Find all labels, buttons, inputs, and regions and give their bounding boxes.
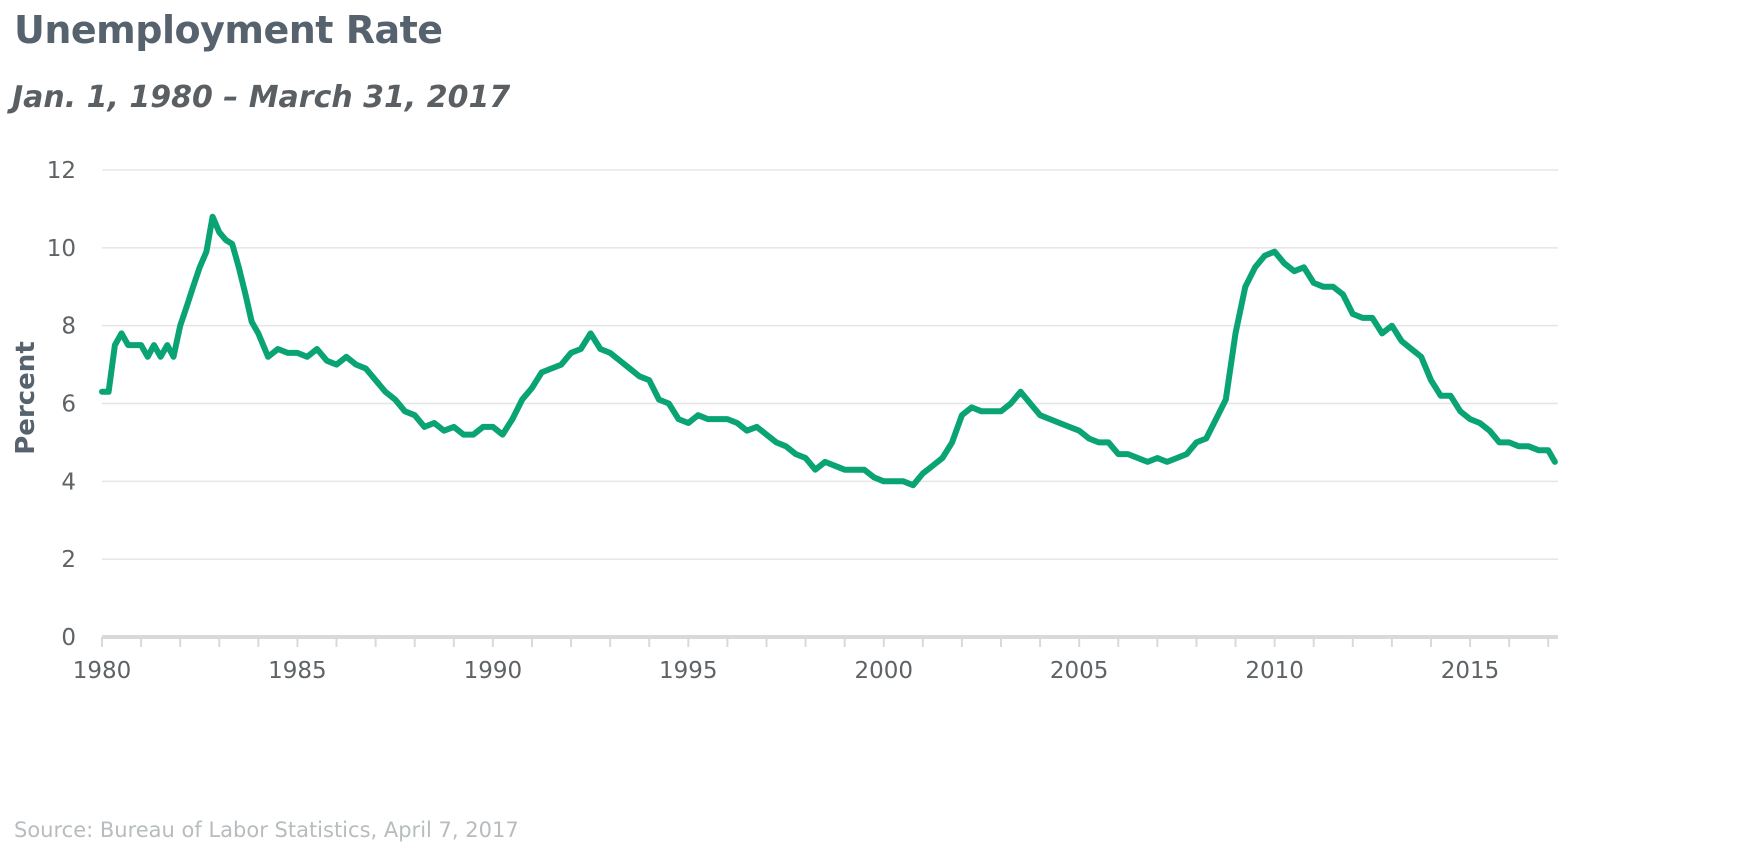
x-axis: 1980 1985 1990 1995 2000 2005 2010 2015: [73, 635, 1558, 684]
x-tick-label-2005: 2005: [1050, 658, 1109, 684]
y-tick-label-4: 4: [61, 469, 76, 495]
x-tick-label-1985: 1985: [268, 658, 327, 684]
y-tick-labels: 0 2 4 6 8 10 12: [47, 158, 76, 651]
chart-title: Unemployment Rate: [14, 8, 443, 52]
y-tick-label-12: 12: [47, 158, 76, 184]
y-tick-label-6: 6: [61, 392, 76, 418]
source-note: Source: Bureau of Labor Statistics, Apri…: [14, 818, 519, 842]
x-tick-label-2015: 2015: [1441, 658, 1500, 684]
x-tick-label-2000: 2000: [854, 658, 913, 684]
y-axis-title: Percent: [11, 341, 41, 455]
x-tick-label-2010: 2010: [1245, 658, 1304, 684]
y-tick-label-8: 8: [61, 314, 76, 340]
y-grid-lines: [102, 169, 1558, 560]
x-tick-label-1990: 1990: [464, 658, 523, 684]
series-line-0: [99, 213, 1558, 489]
chart-subtitle: Jan. 1, 1980 – March 31, 2017: [12, 80, 511, 115]
series-group: [99, 213, 1558, 489]
x-tick-label-1995: 1995: [659, 658, 718, 684]
y-tick-label-10: 10: [47, 236, 76, 262]
x-tick-label-1980: 1980: [73, 658, 132, 684]
y-tick-label-0: 0: [61, 625, 76, 651]
y-tick-label-2: 2: [61, 547, 76, 573]
